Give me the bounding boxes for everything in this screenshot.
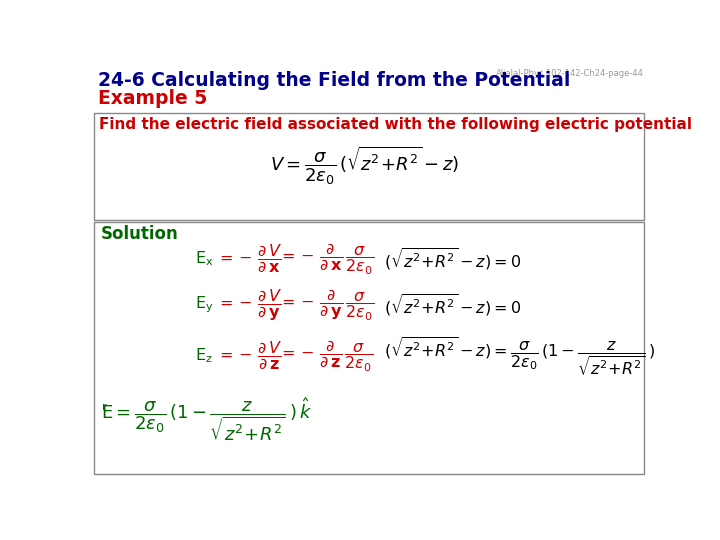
Text: Solution: Solution: [101, 225, 179, 243]
Text: $= -\,\dfrac{\partial}{\partial\,\mathbf{y}}\,\dfrac{\sigma}{2\varepsilon_0}$: $= -\,\dfrac{\partial}{\partial\,\mathbf…: [279, 287, 374, 323]
Text: $= -\,\dfrac{\partial\,V}{\partial\,\mathbf{z}}$: $= -\,\dfrac{\partial\,V}{\partial\,\mat…: [216, 340, 283, 372]
Text: $(\sqrt{z^2\!+\!R^2} - z) = 0$: $(\sqrt{z^2\!+\!R^2} - z) = 0$: [384, 246, 522, 272]
Text: $\mathsf{E_y}$: $\mathsf{E_y}$: [194, 295, 213, 315]
Text: $V = \dfrac{\sigma}{2\varepsilon_0}\,(\sqrt{z^2\!+\!R^2} - z)$: $V = \dfrac{\sigma}{2\varepsilon_0}\,(\s…: [271, 145, 460, 187]
Text: $= -\,\dfrac{\partial\,V}{\partial\,\mathbf{y}}$: $= -\,\dfrac{\partial\,V}{\partial\,\mat…: [216, 287, 283, 323]
Text: Find the electric field associated with the following electric potential: Find the electric field associated with …: [99, 117, 693, 132]
Text: $\mathsf{E_z}$: $\mathsf{E_z}$: [194, 347, 212, 365]
Text: 24-6 Calculating the Field from the Potential: 24-6 Calculating the Field from the Pote…: [98, 71, 570, 90]
Text: $(\sqrt{z^2\!+\!R^2} - z) = \dfrac{\sigma}{2\varepsilon_0}\,(1 - \dfrac{z}{\sqrt: $(\sqrt{z^2\!+\!R^2} - z) = \dfrac{\sigm…: [384, 335, 655, 377]
Text: $(\sqrt{z^2\!+\!R^2} - z) = 0$: $(\sqrt{z^2\!+\!R^2} - z) = 0$: [384, 292, 522, 318]
Text: $\mathsf{r}$: $\mathsf{r}$: [101, 401, 107, 412]
Text: $\mathsf{E}$$= \dfrac{\sigma}{2\varepsilon_0}\,(1 - \dfrac{z}{\sqrt{z^2\!+\!R^2}: $\mathsf{E}$$= \dfrac{\sigma}{2\varepsil…: [101, 397, 312, 444]
Text: Aljalal-Phys.102-142-Ch24-page-44: Aljalal-Phys.102-142-Ch24-page-44: [495, 69, 644, 78]
Bar: [94, 112, 644, 220]
Text: $= -\,\dfrac{\partial\,V}{\partial\,\mathbf{x}}$: $= -\,\dfrac{\partial\,V}{\partial\,\mat…: [216, 243, 283, 275]
Text: $= -\,\dfrac{\partial}{\partial\,\mathbf{x}}\,\dfrac{\sigma}{2\varepsilon_0}$: $= -\,\dfrac{\partial}{\partial\,\mathbf…: [279, 241, 374, 276]
Text: $= -\,\dfrac{\partial}{\partial\,\mathbf{z}}\,\dfrac{\sigma}{2\varepsilon_0}$: $= -\,\dfrac{\partial}{\partial\,\mathbf…: [279, 338, 374, 374]
Text: Example 5: Example 5: [98, 90, 207, 109]
Text: $\mathsf{E_x}$: $\mathsf{E_x}$: [194, 249, 213, 268]
Bar: [94, 222, 644, 475]
